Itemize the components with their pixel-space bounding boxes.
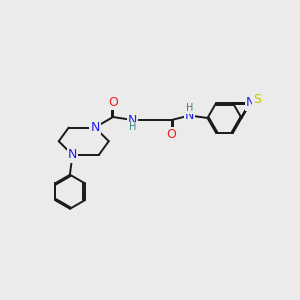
Text: N: N: [246, 97, 255, 110]
Text: O: O: [167, 128, 176, 141]
Text: O: O: [108, 96, 118, 109]
Text: S: S: [253, 93, 261, 106]
Text: N: N: [128, 113, 137, 127]
Text: H: H: [186, 103, 193, 113]
Text: N: N: [90, 121, 100, 134]
Text: N: N: [185, 109, 194, 122]
Text: N: N: [68, 148, 77, 161]
Text: H: H: [129, 122, 136, 133]
Text: N: N: [246, 96, 255, 109]
